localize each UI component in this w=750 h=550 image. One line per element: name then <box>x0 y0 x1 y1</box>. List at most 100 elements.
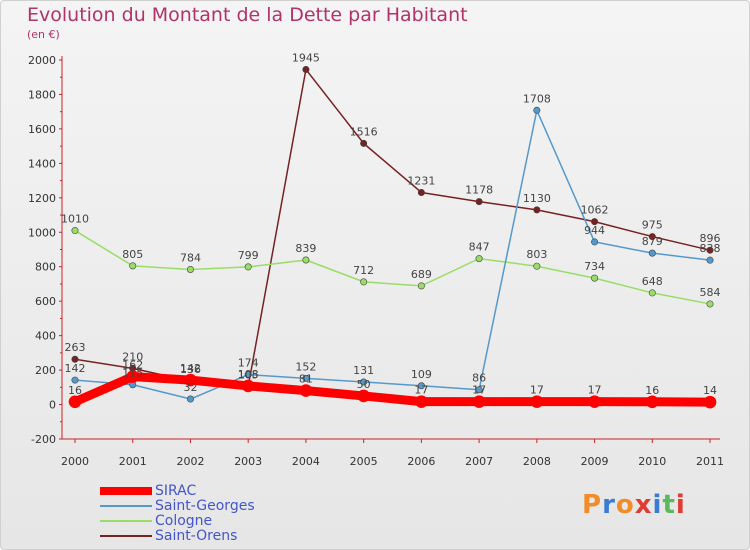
data-point <box>591 218 599 226</box>
data-point <box>417 382 425 390</box>
logo-letter: i <box>675 490 686 520</box>
data-label: 648 <box>642 275 663 288</box>
data-point <box>588 395 601 408</box>
x-tick-label: 2000 <box>61 455 89 468</box>
data-point <box>357 389 370 403</box>
data-point <box>68 395 82 409</box>
legend-label-cologne: Cologne <box>155 513 213 529</box>
data-label: 17 <box>414 384 428 397</box>
data-point <box>706 246 714 254</box>
data-label: 16 <box>68 384 82 397</box>
data-point <box>299 384 313 397</box>
legend-swatch-saint-orens <box>100 535 152 537</box>
x-tick-label: 2006 <box>407 455 435 468</box>
y-tick-label: -200 <box>31 433 56 446</box>
data-point <box>71 227 79 235</box>
x-tick-label: 2005 <box>350 455 378 468</box>
data-point <box>533 206 541 214</box>
chart-legend: SIRAC Saint-Georges Cologne Saint-Orens <box>100 484 255 544</box>
series-line-saint-georges <box>74 109 711 400</box>
data-label: 174 <box>238 357 259 370</box>
data-point <box>71 376 79 384</box>
data-label: 839 <box>295 242 316 255</box>
data-label: 1010 <box>61 213 89 226</box>
data-label: 17 <box>530 384 544 397</box>
y-tick-label: 1400 <box>28 157 56 170</box>
data-label: 142 <box>65 362 86 375</box>
x-tick-label: 2010 <box>638 455 666 468</box>
x-tick-label: 2004 <box>292 455 320 468</box>
data-label: 109 <box>411 368 432 381</box>
logo-letter: o <box>615 490 635 520</box>
data-label: 115 <box>122 367 143 380</box>
data-label: 1516 <box>350 125 378 138</box>
data-point <box>648 249 656 257</box>
x-tick-label: 2001 <box>119 455 147 468</box>
data-point <box>591 274 599 282</box>
data-label: 108 <box>238 368 259 381</box>
data-point <box>417 282 425 290</box>
data-point <box>706 300 714 308</box>
data-label: 803 <box>526 248 547 261</box>
series-line-cologne <box>74 229 711 305</box>
data-label: 17 <box>588 384 602 397</box>
data-point <box>302 256 310 264</box>
series-line-saint-orens <box>74 68 711 388</box>
data-label: 210 <box>122 350 143 363</box>
logo-letter: x <box>634 490 653 520</box>
data-label: 1062 <box>581 204 609 217</box>
data-label: 105 <box>238 368 259 381</box>
data-point <box>241 379 255 393</box>
legend-label-saint-georges: Saint-Georges <box>155 498 255 514</box>
x-tick-label: 2008 <box>523 455 551 468</box>
data-point <box>706 256 714 264</box>
legend-item-cologne[interactable]: Cologne <box>100 514 255 529</box>
y-tick-label: 600 <box>35 295 56 308</box>
data-point <box>244 371 252 379</box>
data-label: 838 <box>700 242 721 255</box>
y-tick-label: 1200 <box>28 192 56 205</box>
legend-item-saint-georges[interactable]: Saint-Georges <box>100 499 255 514</box>
logo-letter: P <box>582 490 603 520</box>
data-label: 263 <box>65 341 86 354</box>
y-tick-label: 400 <box>35 330 56 343</box>
legend-swatch-saint-georges <box>100 505 152 507</box>
data-point <box>530 395 544 408</box>
y-tick-label: 800 <box>35 261 56 274</box>
y-tick-label: 1600 <box>28 123 56 136</box>
data-label: 16 <box>645 384 659 397</box>
data-point <box>591 238 599 246</box>
data-label: 86 <box>472 372 486 385</box>
data-point <box>648 233 656 241</box>
data-label: 584 <box>700 286 721 299</box>
logo-letter: t <box>662 490 676 520</box>
legend-swatch-cologne <box>100 520 152 522</box>
chart-subtitle: (en €) <box>27 28 60 41</box>
data-label: 142 <box>180 362 201 375</box>
data-label: 50 <box>357 378 371 391</box>
logo-letter: i <box>652 490 663 520</box>
data-label: 975 <box>642 219 663 232</box>
data-label: 14 <box>703 384 717 397</box>
data-label: 131 <box>353 364 374 377</box>
y-tick-label: 0 <box>49 399 56 412</box>
data-label: 944 <box>584 224 605 237</box>
data-point <box>533 106 541 114</box>
legend-item-saint-orens[interactable]: Saint-Orens <box>100 529 255 544</box>
data-label: 847 <box>469 241 490 254</box>
data-label: 1231 <box>407 174 435 187</box>
legend-item-sirac[interactable]: SIRAC <box>100 484 255 499</box>
data-point <box>244 263 252 271</box>
data-point <box>415 395 428 408</box>
data-point <box>302 65 310 73</box>
legend-label-saint-orens: Saint-Orens <box>155 528 238 544</box>
y-tick-label: 1000 <box>28 226 56 239</box>
data-point <box>360 378 368 386</box>
y-tick-label: 2000 <box>28 54 56 67</box>
data-point <box>475 386 483 394</box>
legend-label-sirac: SIRAC <box>155 483 197 499</box>
data-label: 1708 <box>523 92 551 105</box>
data-label: 879 <box>642 235 663 248</box>
